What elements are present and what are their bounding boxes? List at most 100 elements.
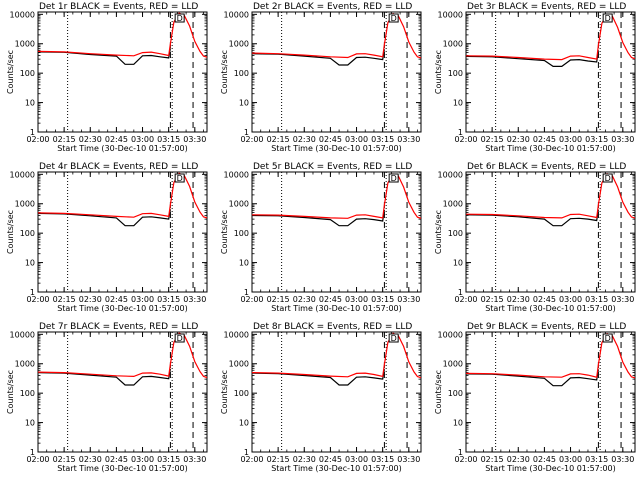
x-tick-label: 03:30 xyxy=(397,295,420,304)
x-axis-label: Start Time (30-Dec-10 01:57:00) xyxy=(485,464,616,473)
marker-label: D xyxy=(391,334,397,343)
x-tick-label: 02:15 xyxy=(481,135,504,144)
x-tick-label: 02:00 xyxy=(240,295,263,304)
y-tick-label: 1000 xyxy=(443,200,463,209)
plot-frame xyxy=(251,331,422,453)
y-tick-label: 100 xyxy=(234,229,249,238)
y-tick-label: 100 xyxy=(448,389,463,398)
x-tick-label: 03:15 xyxy=(585,455,608,464)
x-tick-label: 03:00 xyxy=(131,295,154,304)
marker-box xyxy=(388,333,399,343)
x-tick-label: 02:30 xyxy=(293,135,316,144)
marker-box xyxy=(602,13,613,23)
x-tick-label: 02:15 xyxy=(267,135,290,144)
x-axis-label: Start Time (30-Dec-10 01:57:00) xyxy=(271,304,402,313)
y-tick-label: 1000 xyxy=(229,360,249,369)
x-tick-label: 03:15 xyxy=(371,135,394,144)
y-tick-label: 10 xyxy=(239,419,249,428)
panel-title: Det 2r BLACK = Events, RED = LLD xyxy=(253,2,412,12)
y-tick-label: 10 xyxy=(239,259,249,268)
y-axis-label: Counts/sec xyxy=(6,370,15,414)
x-tick-label: 02:30 xyxy=(293,295,316,304)
plot-frame xyxy=(465,11,636,133)
marker-label: D xyxy=(391,174,397,183)
y-tick-label: 100 xyxy=(234,69,249,78)
y-tick-label: 100 xyxy=(20,229,35,238)
y-tick-label: 100 xyxy=(20,69,35,78)
y-tick-label: 10 xyxy=(453,419,463,428)
plot-frame xyxy=(37,11,208,133)
x-tick-label: 02:45 xyxy=(319,455,342,464)
x-tick-label: 03:30 xyxy=(611,135,634,144)
plot-frame xyxy=(465,171,636,293)
y-tick-label: 1 xyxy=(458,448,463,457)
x-tick-label: 02:30 xyxy=(293,455,316,464)
detector-panel-5: Det 5r BLACK = Events, RED = LLD 1 10 100 10… xyxy=(220,162,422,313)
panel-title: Det 4r BLACK = Events, RED = LLD xyxy=(39,162,198,172)
x-tick-label: 02:45 xyxy=(105,135,128,144)
detector-panel-6: Det 6r BLACK = Events, RED = LLD 1 10 100 10… xyxy=(434,162,636,313)
y-axis-label: Counts/sec xyxy=(220,370,229,414)
marker-label: D xyxy=(605,14,611,23)
x-tick-label: 02:00 xyxy=(26,295,49,304)
lld-series-line xyxy=(252,12,421,59)
x-axis-label: Start Time (30-Dec-10 01:57:00) xyxy=(485,304,616,313)
detector-panel-3: Det 3r BLACK = Events, RED = LLD 1 10 100 10… xyxy=(434,2,636,153)
x-tick-label: 03:00 xyxy=(345,455,368,464)
marker-label: D xyxy=(391,14,397,23)
y-tick-label: 100 xyxy=(234,389,249,398)
y-tick-label: 10000 xyxy=(224,170,249,179)
y-tick-label: 10000 xyxy=(224,330,249,339)
x-tick-label: 02:15 xyxy=(53,135,76,144)
plot-frame xyxy=(37,171,208,293)
panel-title: Det 5r BLACK = Events, RED = LLD xyxy=(253,162,412,172)
lld-series-line xyxy=(466,173,635,219)
detector-panel-2: Det 2r BLACK = Events, RED = LLD 1 10 100 10… xyxy=(220,2,422,153)
x-tick-label: 02:00 xyxy=(240,455,263,464)
events-series-line xyxy=(38,368,171,386)
x-tick-label: 03:00 xyxy=(559,295,582,304)
marker-box xyxy=(174,13,185,23)
y-tick-label: 10000 xyxy=(10,330,35,339)
x-tick-label: 03:30 xyxy=(397,455,420,464)
y-tick-label: 100 xyxy=(448,229,463,238)
y-tick-label: 1000 xyxy=(443,360,463,369)
lld-series-line xyxy=(252,173,421,219)
panel-title: Det 1r BLACK = Events, RED = LLD xyxy=(39,2,198,12)
marker-label: D xyxy=(177,334,183,343)
x-axis-label: Start Time (30-Dec-10 01:57:00) xyxy=(271,464,402,473)
lld-series-line xyxy=(252,332,421,379)
x-tick-label: 03:00 xyxy=(131,455,154,464)
x-tick-label: 02:45 xyxy=(319,295,342,304)
events-series-line xyxy=(466,50,599,68)
y-tick-label: 1000 xyxy=(443,40,463,49)
y-tick-label: 10 xyxy=(25,419,35,428)
y-tick-label: 1 xyxy=(30,288,35,297)
x-tick-label: 02:30 xyxy=(507,295,530,304)
y-tick-label: 1 xyxy=(244,288,249,297)
x-tick-label: 03:00 xyxy=(559,455,582,464)
events-series-line xyxy=(466,369,599,387)
x-tick-label: 02:00 xyxy=(454,455,477,464)
plot-frame xyxy=(465,331,636,453)
x-tick-label: 03:15 xyxy=(585,135,608,144)
y-tick-label: 1 xyxy=(244,128,249,137)
events-series-line xyxy=(252,209,385,227)
y-tick-label: 1 xyxy=(244,448,249,457)
x-tick-label: 02:45 xyxy=(533,455,556,464)
panel-title: Det 6r BLACK = Events, RED = LLD xyxy=(467,162,626,172)
x-axis-label: Start Time (30-Dec-10 01:57:00) xyxy=(57,144,188,153)
y-tick-label: 100 xyxy=(448,69,463,78)
x-tick-label: 03:00 xyxy=(345,295,368,304)
x-tick-label: 02:30 xyxy=(79,295,102,304)
x-axis-label: Start Time (30-Dec-10 01:57:00) xyxy=(271,144,402,153)
x-tick-label: 02:30 xyxy=(507,455,530,464)
y-tick-label: 10000 xyxy=(438,170,463,179)
y-axis-label: Counts/sec xyxy=(220,50,229,94)
x-tick-label: 02:45 xyxy=(533,295,556,304)
y-axis-label: Counts/sec xyxy=(6,50,15,94)
x-tick-label: 02:15 xyxy=(267,455,290,464)
events-series-line xyxy=(466,209,599,227)
panel-title: Det 3r BLACK = Events, RED = LLD xyxy=(467,2,626,12)
x-tick-label: 02:30 xyxy=(79,135,102,144)
